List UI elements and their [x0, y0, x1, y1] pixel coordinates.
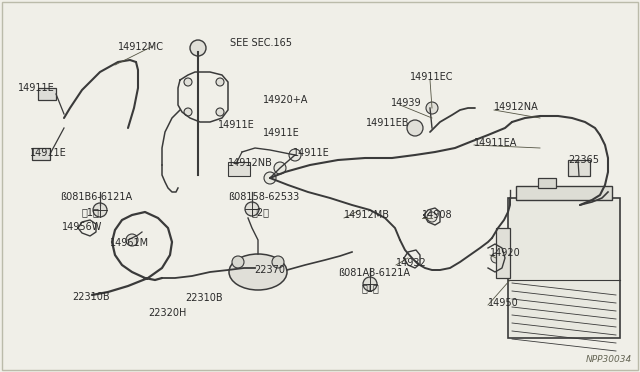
Text: 14939: 14939: [391, 98, 422, 108]
Text: （2）: （2）: [252, 207, 270, 217]
Circle shape: [264, 172, 276, 184]
Text: 14911EA: 14911EA: [474, 138, 517, 148]
Bar: [228, 162, 250, 176]
Text: ß081B6-6121A: ß081B6-6121A: [60, 192, 132, 202]
Text: ß081A8-6121A: ß081A8-6121A: [338, 268, 410, 278]
Circle shape: [363, 277, 377, 291]
Circle shape: [216, 108, 224, 116]
Text: 14920: 14920: [490, 248, 521, 258]
Bar: [508, 198, 620, 338]
Text: 14932: 14932: [396, 258, 427, 268]
Text: 14911E: 14911E: [30, 148, 67, 158]
Circle shape: [272, 256, 284, 268]
Text: 14911EB: 14911EB: [366, 118, 410, 128]
Circle shape: [491, 253, 501, 263]
Text: 14912NB: 14912NB: [228, 158, 273, 168]
Text: 14950: 14950: [488, 298, 519, 308]
Text: 14961M: 14961M: [110, 238, 149, 248]
Text: 14911E: 14911E: [218, 120, 255, 130]
Circle shape: [245, 202, 259, 216]
Text: 22310B: 22310B: [185, 293, 223, 303]
Text: 22365: 22365: [568, 155, 599, 165]
Circle shape: [184, 108, 192, 116]
Bar: [32, 148, 50, 160]
Bar: [516, 186, 612, 200]
Circle shape: [426, 102, 438, 114]
Bar: [538, 178, 556, 188]
Text: 14908: 14908: [422, 210, 452, 220]
Circle shape: [289, 149, 301, 161]
Text: 22370: 22370: [254, 265, 285, 275]
Text: 14912MB: 14912MB: [344, 210, 390, 220]
Circle shape: [407, 120, 423, 136]
Bar: [568, 160, 590, 176]
Circle shape: [93, 203, 107, 217]
Text: NPP30034: NPP30034: [586, 355, 632, 364]
Text: 14912NA: 14912NA: [494, 102, 539, 112]
Bar: [38, 88, 56, 100]
Text: 14911E: 14911E: [18, 83, 55, 93]
Text: ß08158-62533: ß08158-62533: [228, 192, 300, 202]
Circle shape: [427, 212, 437, 222]
Text: 14911E: 14911E: [263, 128, 300, 138]
Circle shape: [126, 234, 138, 246]
Text: 14911E: 14911E: [293, 148, 330, 158]
Text: 22310B: 22310B: [72, 292, 109, 302]
Text: （1）: （1）: [82, 207, 100, 217]
Text: 14912MC: 14912MC: [118, 42, 164, 52]
Text: 14920+A: 14920+A: [263, 95, 308, 105]
Text: 14911EC: 14911EC: [410, 72, 454, 82]
Circle shape: [184, 78, 192, 86]
Ellipse shape: [229, 254, 287, 290]
Circle shape: [190, 40, 206, 56]
Circle shape: [274, 162, 286, 174]
Text: SEE SEC.165: SEE SEC.165: [230, 38, 292, 48]
Text: （1）: （1）: [362, 283, 380, 293]
Text: 22320H: 22320H: [148, 308, 186, 318]
Circle shape: [232, 256, 244, 268]
Circle shape: [216, 78, 224, 86]
Bar: [496, 228, 510, 278]
Text: 14956W: 14956W: [62, 222, 102, 232]
